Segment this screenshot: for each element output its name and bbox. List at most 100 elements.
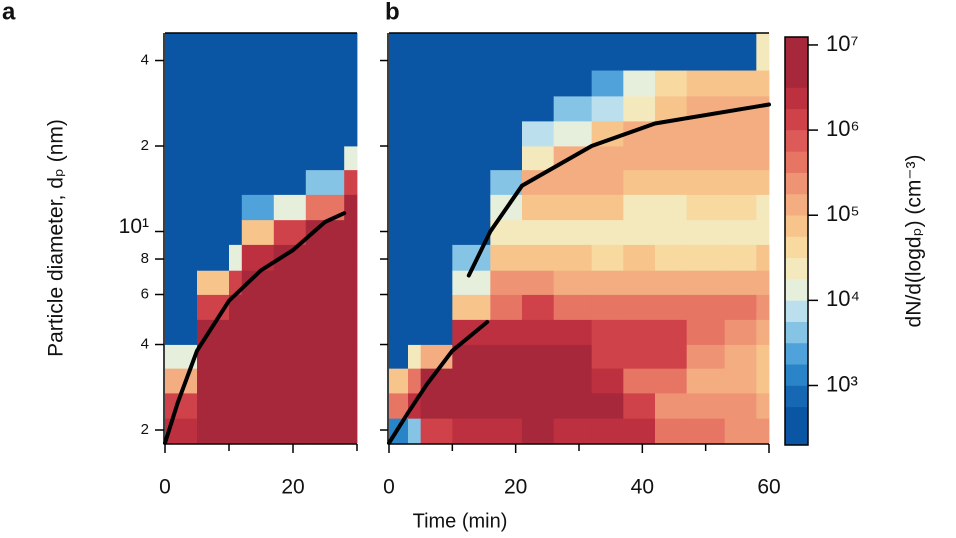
panel-label: a: [2, 0, 16, 25]
heatmap-cell: [756, 96, 770, 122]
heatmap-cell: [408, 70, 422, 97]
heatmap-cell: [623, 294, 656, 320]
y-tick-label: 10¹: [119, 215, 149, 238]
heatmap-cell: [655, 344, 688, 369]
heatmap-cell: [241, 344, 275, 369]
heatmap-cell: [522, 219, 555, 245]
heatmap-cell: [165, 270, 198, 295]
heatmap-cell: [591, 219, 624, 245]
heatmap-cell: [655, 294, 688, 320]
heatmap-cell: [389, 120, 409, 147]
heatmap-cell: [165, 294, 198, 320]
heatmap-cell: [522, 392, 555, 419]
heatmap-cell: [623, 319, 656, 345]
colorbar-tick-label: 10⁷: [826, 31, 858, 56]
heatmap-cell: [553, 194, 593, 221]
heatmap-cell: [553, 418, 593, 444]
heatmap-cell: [344, 392, 358, 419]
heatmap-cell: [420, 194, 453, 221]
heatmap-cell: [229, 70, 243, 97]
colorbar-segment: [785, 37, 808, 88]
heatmap-cell: [756, 33, 770, 71]
heatmap-cell: [724, 70, 757, 97]
heatmap-cell: [452, 294, 491, 320]
heatmap-cell: [591, 418, 624, 444]
colorbar-tick-label: 10³: [826, 371, 858, 396]
heatmap-cell: [623, 219, 656, 245]
heatmap-cell: [197, 418, 230, 444]
heatmap-cell: [344, 368, 358, 394]
heatmap-cell: [241, 33, 275, 71]
heatmap-cell: [655, 418, 688, 444]
y-axis-label: Particle diameter, dₚ (nm): [45, 119, 68, 357]
heatmap-cell: [686, 392, 726, 419]
colorbar-tick-label: 10⁴: [826, 286, 860, 311]
heatmap-cell: [420, 418, 453, 444]
heatmap-cell: [408, 96, 422, 122]
heatmap-cell: [490, 294, 523, 320]
heatmap-cell: [420, 219, 453, 245]
heatmap-cell: [756, 294, 770, 320]
heatmap-cell: [389, 33, 409, 71]
heatmap-cell: [553, 344, 593, 369]
heatmap-cell: [623, 344, 656, 369]
heatmap-cell: [305, 270, 345, 295]
heatmap-cell: [273, 120, 307, 147]
heatmap-cell: [452, 392, 491, 419]
heatmap-cell: [408, 344, 422, 369]
heatmap-cell: [197, 244, 230, 271]
heatmap-cell: [197, 368, 230, 394]
y-tick-label: 6: [141, 285, 149, 302]
heatmap-cell: [344, 319, 358, 345]
heatmap-cell: [553, 33, 593, 71]
heatmap-cell: [165, 70, 198, 97]
heatmap-cell: [591, 294, 624, 320]
y-tick-label: 2: [141, 421, 149, 438]
heatmap-cell: [197, 392, 230, 419]
heatmap-cell: [490, 96, 523, 122]
heatmap-cell: [655, 146, 688, 171]
heatmap-cell: [420, 319, 453, 345]
heatmap-cell: [724, 392, 757, 419]
heatmap-cell: [389, 294, 409, 320]
heatmap-cell: [408, 294, 422, 320]
growth-curve: [387, 320, 490, 445]
heatmap-cell: [686, 70, 726, 97]
colorbar-segment: [785, 108, 808, 131]
heatmap-cell: [756, 244, 770, 271]
heatmap-cell: [344, 219, 358, 245]
colorbar-segment: [785, 300, 808, 322]
heatmap-cell: [756, 146, 770, 171]
heatmap-cell: [197, 70, 230, 97]
heatmap-cell: [229, 96, 243, 122]
colorbar-segment: [785, 193, 808, 216]
heatmap-cell: [724, 169, 757, 195]
heatmap-cell: [623, 169, 656, 195]
heatmap-cell: [756, 219, 770, 245]
heatmap-cell: [724, 194, 757, 221]
heatmap-cell: [305, 169, 345, 195]
heatmap-cell: [756, 418, 770, 444]
x-tick-label: 0: [159, 476, 171, 499]
heatmap-cell: [623, 244, 656, 271]
heatmap-cell: [408, 368, 422, 394]
heatmap-cell: [553, 219, 593, 245]
heatmap-cell: [241, 70, 275, 97]
heatmap-cell: [490, 319, 523, 345]
heatmap-cell: [591, 146, 624, 171]
heatmap-cell: [686, 244, 726, 271]
heatmap-cell: [305, 146, 345, 171]
growth-curve: [466, 102, 771, 278]
heatmap-cell: [408, 169, 422, 195]
heatmap-cell: [553, 244, 593, 271]
heatmap-cell: [522, 368, 555, 394]
heatmap-cell: [389, 270, 409, 295]
heatmap-cell: [273, 319, 307, 345]
heatmap-cell: [420, 120, 453, 147]
heatmap-cell: [686, 194, 726, 221]
heatmap-cell: [686, 294, 726, 320]
heatmap-cell: [655, 270, 688, 295]
heatmap-cell: [389, 219, 409, 245]
heatmap-cell: [553, 368, 593, 394]
heatmap-cell: [756, 368, 770, 394]
